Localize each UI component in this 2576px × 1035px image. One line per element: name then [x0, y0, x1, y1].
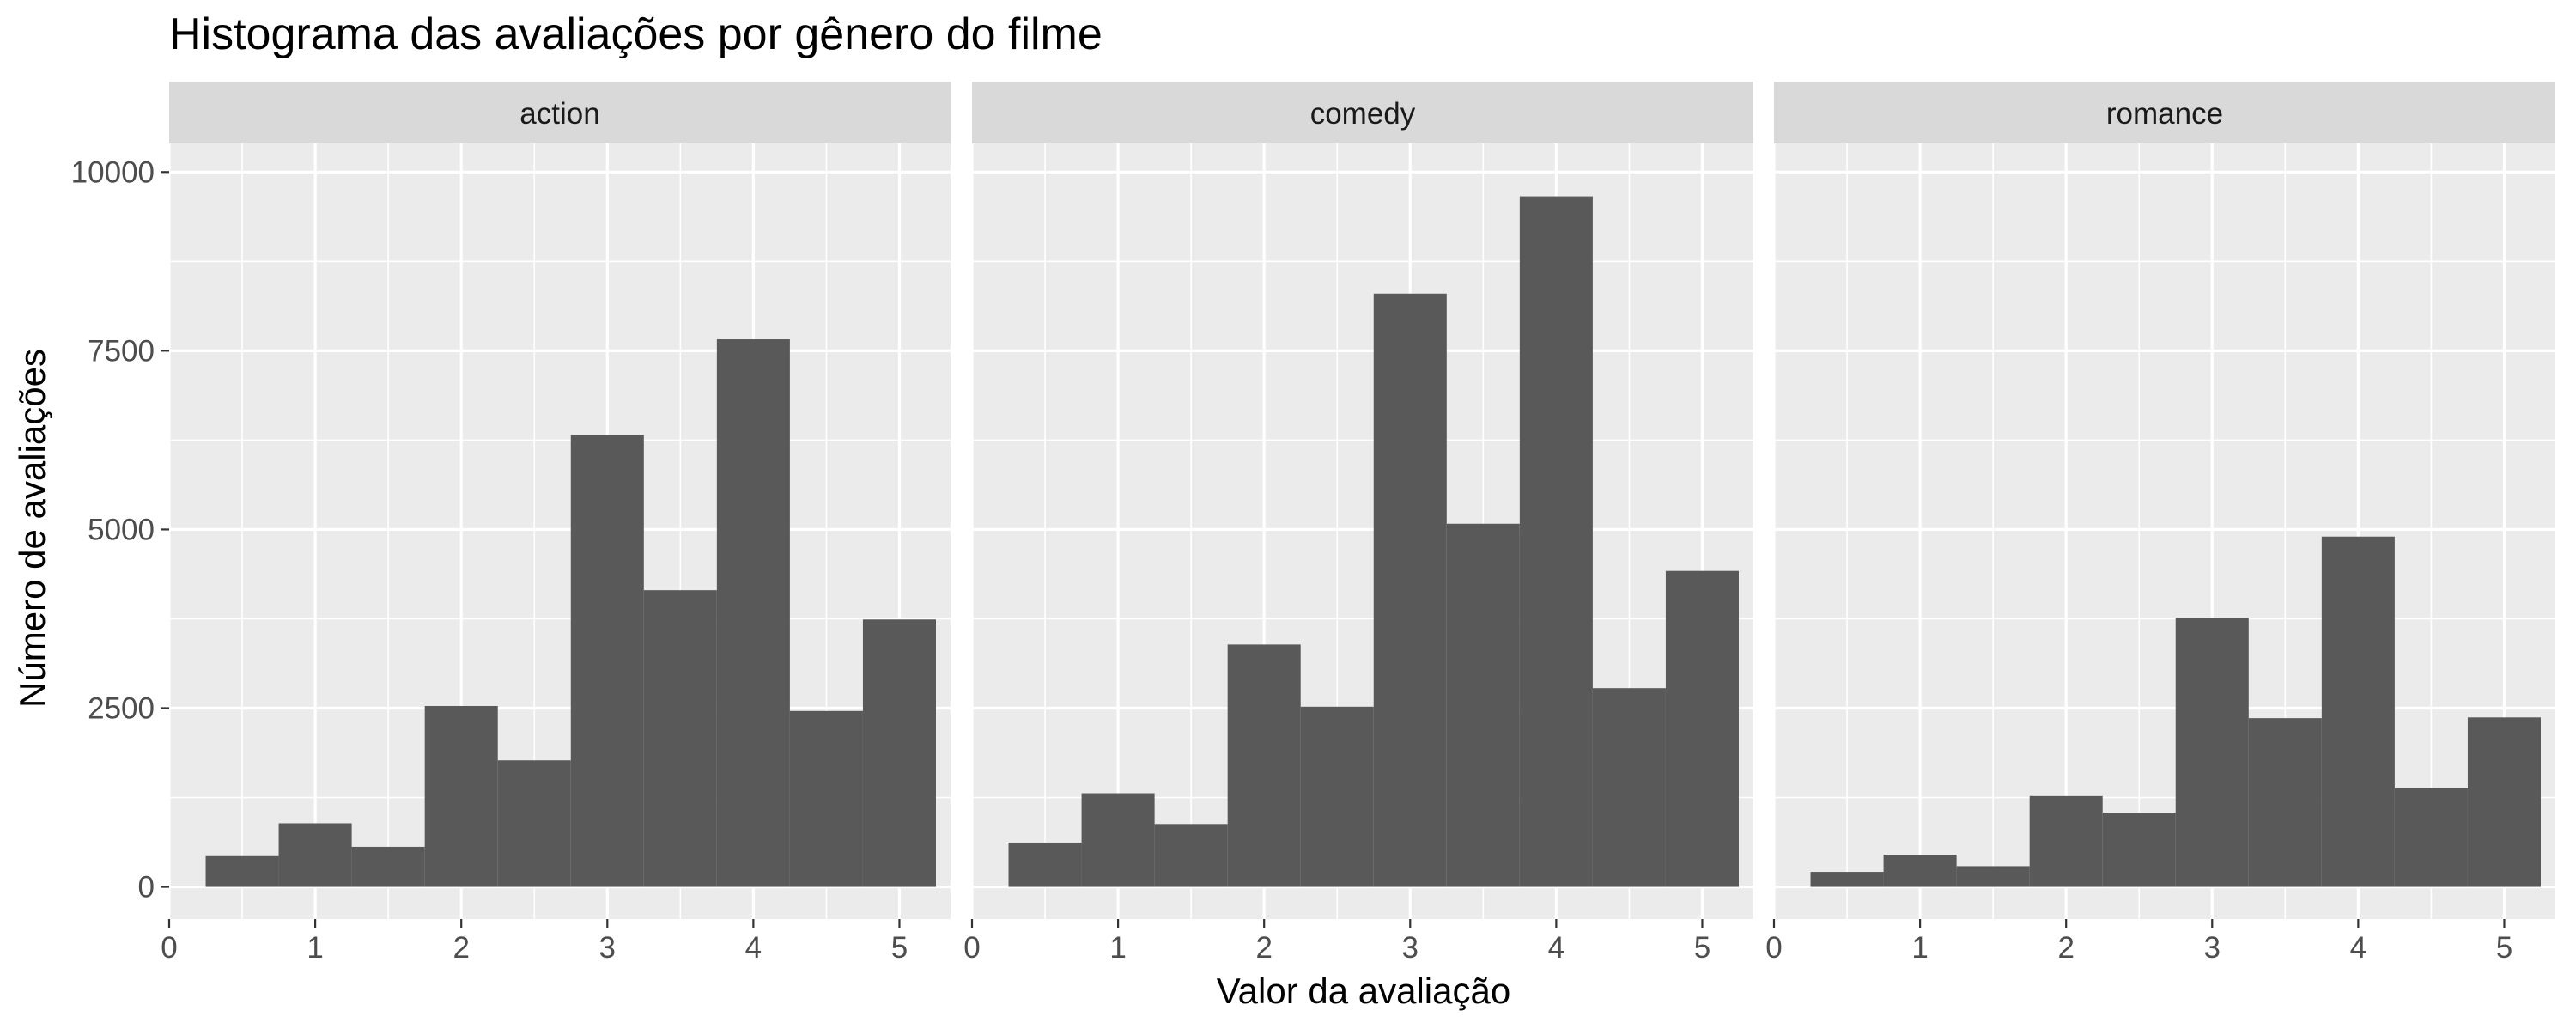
x-tick-label: 5: [2496, 931, 2512, 965]
facet-panel-action: action 0 1 2 3 4 5: [161, 82, 951, 965]
facet-panel-comedy: comedy 0 1 2 3 4 5: [963, 82, 1753, 965]
histogram-bar: [716, 339, 790, 887]
facet-strip-label: comedy: [1310, 97, 1416, 131]
histogram-bar: [424, 705, 498, 887]
histogram-bar: [1883, 855, 1957, 887]
x-tick-label: 5: [1694, 931, 1710, 965]
x-tick-label: 1: [1109, 931, 1126, 965]
chart-title: Histograma das avaliações por gênero do …: [169, 9, 1103, 59]
histogram-bar: [205, 855, 279, 887]
x-tick-label: 5: [891, 931, 908, 965]
facet-panels: action 0 1 2 3 4 5 comedy 0 1 2 3 4 5 romance 0 1 2 3 4 5 0 25…: [71, 82, 2555, 965]
x-tick-label: 3: [599, 931, 616, 965]
histogram-bar: [2102, 812, 2176, 887]
x-tick-label: 0: [1765, 931, 1782, 965]
histogram-bar: [643, 590, 717, 887]
histogram-bar: [1227, 644, 1301, 887]
histogram-bar: [278, 823, 352, 887]
histogram-bar: [1300, 706, 1374, 887]
histogram-bar: [1081, 793, 1155, 887]
x-axis-label: Valor da avaliação: [1217, 971, 1510, 1011]
x-tick-label: 4: [1548, 931, 1564, 965]
facet-strip: [169, 82, 951, 143]
x-tick-label: 3: [1402, 931, 1419, 965]
x-tick-label: 3: [2204, 931, 2221, 965]
x-tick-label: 1: [1911, 931, 1928, 965]
histogram-bar: [2175, 618, 2249, 887]
facet-strip: [1774, 82, 2555, 143]
facet-strip-label: action: [519, 97, 599, 131]
histogram-bar: [1008, 842, 1082, 887]
histogram-bar: [1446, 523, 1520, 887]
histogram-bar: [789, 710, 863, 887]
y-tick-label: 5000: [88, 513, 155, 546]
histogram-bar: [1665, 570, 1739, 887]
histogram-bar: [1154, 824, 1228, 887]
x-tick-label: 2: [1255, 931, 1272, 965]
histogram-bar: [570, 435, 644, 887]
histogram-bar: [2248, 718, 2322, 887]
y-axis: 0 2500 5000 7500 10000: [71, 155, 169, 904]
histogram-bar: [2467, 717, 2541, 887]
y-axis-label: Número de avaliações: [12, 349, 52, 708]
x-tick-label: 1: [307, 931, 323, 965]
histogram-bar: [2321, 536, 2395, 887]
y-tick-label: 10000: [71, 155, 155, 189]
x-tick-label: 2: [453, 931, 469, 965]
y-tick-label: 0: [138, 871, 155, 904]
facet-strip: [972, 82, 1753, 143]
y-tick-label: 2500: [88, 691, 155, 725]
histogram-bar: [1373, 293, 1447, 887]
x-tick-label: 0: [963, 931, 980, 965]
histogram-bar: [1592, 688, 1666, 887]
facet-panel-romance: romance 0 1 2 3 4 5: [1765, 82, 2555, 965]
histogram-bar: [1810, 872, 1884, 887]
histogram-bar: [862, 619, 936, 887]
x-tick-label: 0: [161, 931, 177, 965]
x-tick-label: 2: [2057, 931, 2074, 965]
y-tick-label: 7500: [88, 334, 155, 368]
histogram-bar: [2394, 788, 2468, 887]
facet-strip-label: romance: [2106, 97, 2223, 131]
x-tick-label: 4: [745, 931, 762, 965]
histogram-bar: [497, 760, 571, 887]
histogram-bar: [2029, 795, 2103, 887]
histogram-bar: [1956, 866, 2030, 887]
histogram-bar: [351, 846, 425, 887]
histogram-bar: [1519, 196, 1593, 887]
x-tick-label: 4: [2350, 931, 2366, 965]
